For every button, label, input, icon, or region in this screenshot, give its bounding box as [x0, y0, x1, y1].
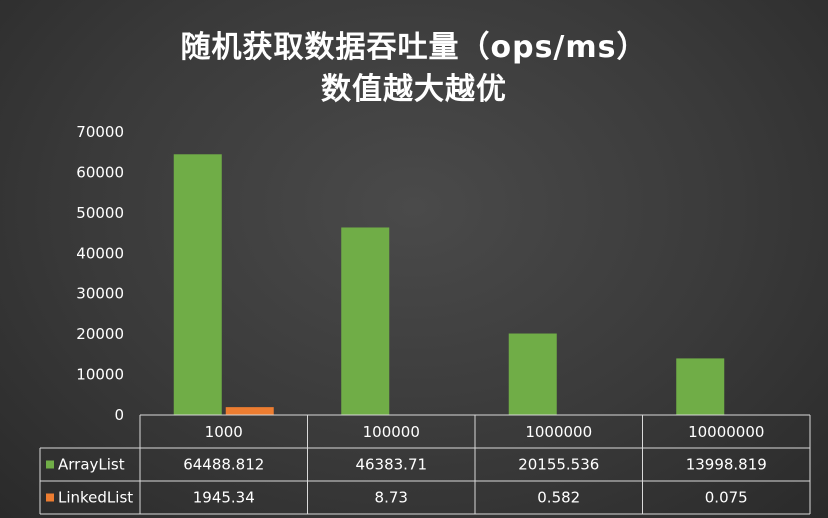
data-label-linkedlist: 0.582	[537, 489, 580, 507]
chart-title-line-1: 随机获取数据吞吐量（ops/ms）	[180, 30, 648, 65]
data-label-linkedlist: 0.075	[705, 489, 748, 507]
bar-arraylist-10000000	[676, 358, 725, 415]
chart-title-line-2: 数值越大越优	[321, 72, 507, 107]
data-label-arraylist: 64488.812	[183, 456, 264, 474]
y-tick-label: 10000	[76, 366, 124, 384]
y-tick-label: 0	[114, 406, 124, 424]
bar-arraylist-100000	[341, 227, 390, 415]
data-label-linkedlist: 8.73	[375, 489, 408, 507]
bar-arraylist-1000000	[508, 333, 557, 415]
x-category-label: 1000	[205, 423, 243, 441]
x-category-label: 100000	[363, 423, 420, 441]
bar-linkedlist-1000	[225, 407, 274, 415]
bar-arraylist-1000	[173, 154, 222, 415]
y-tick-label: 60000	[76, 163, 124, 181]
data-label-arraylist: 46383.71	[355, 456, 427, 474]
x-category-label: 1000000	[525, 423, 592, 441]
y-tick-label: 30000	[76, 285, 124, 303]
x-category-label: 10000000	[688, 423, 764, 441]
y-tick-label: 20000	[76, 325, 124, 343]
y-tick-label: 70000	[76, 123, 124, 141]
y-tick-label: 40000	[76, 244, 124, 262]
legend-label-linkedlist: LinkedList	[58, 489, 133, 507]
legend-label-arraylist: ArrayList	[58, 456, 125, 474]
data-label-arraylist: 20155.536	[518, 456, 599, 474]
data-label-linkedlist: 1945.34	[193, 489, 255, 507]
legend-swatch-linkedlist	[46, 493, 54, 502]
data-label-arraylist: 13998.819	[686, 456, 767, 474]
y-tick-label: 50000	[76, 204, 124, 222]
legend-swatch-arraylist	[46, 460, 54, 469]
